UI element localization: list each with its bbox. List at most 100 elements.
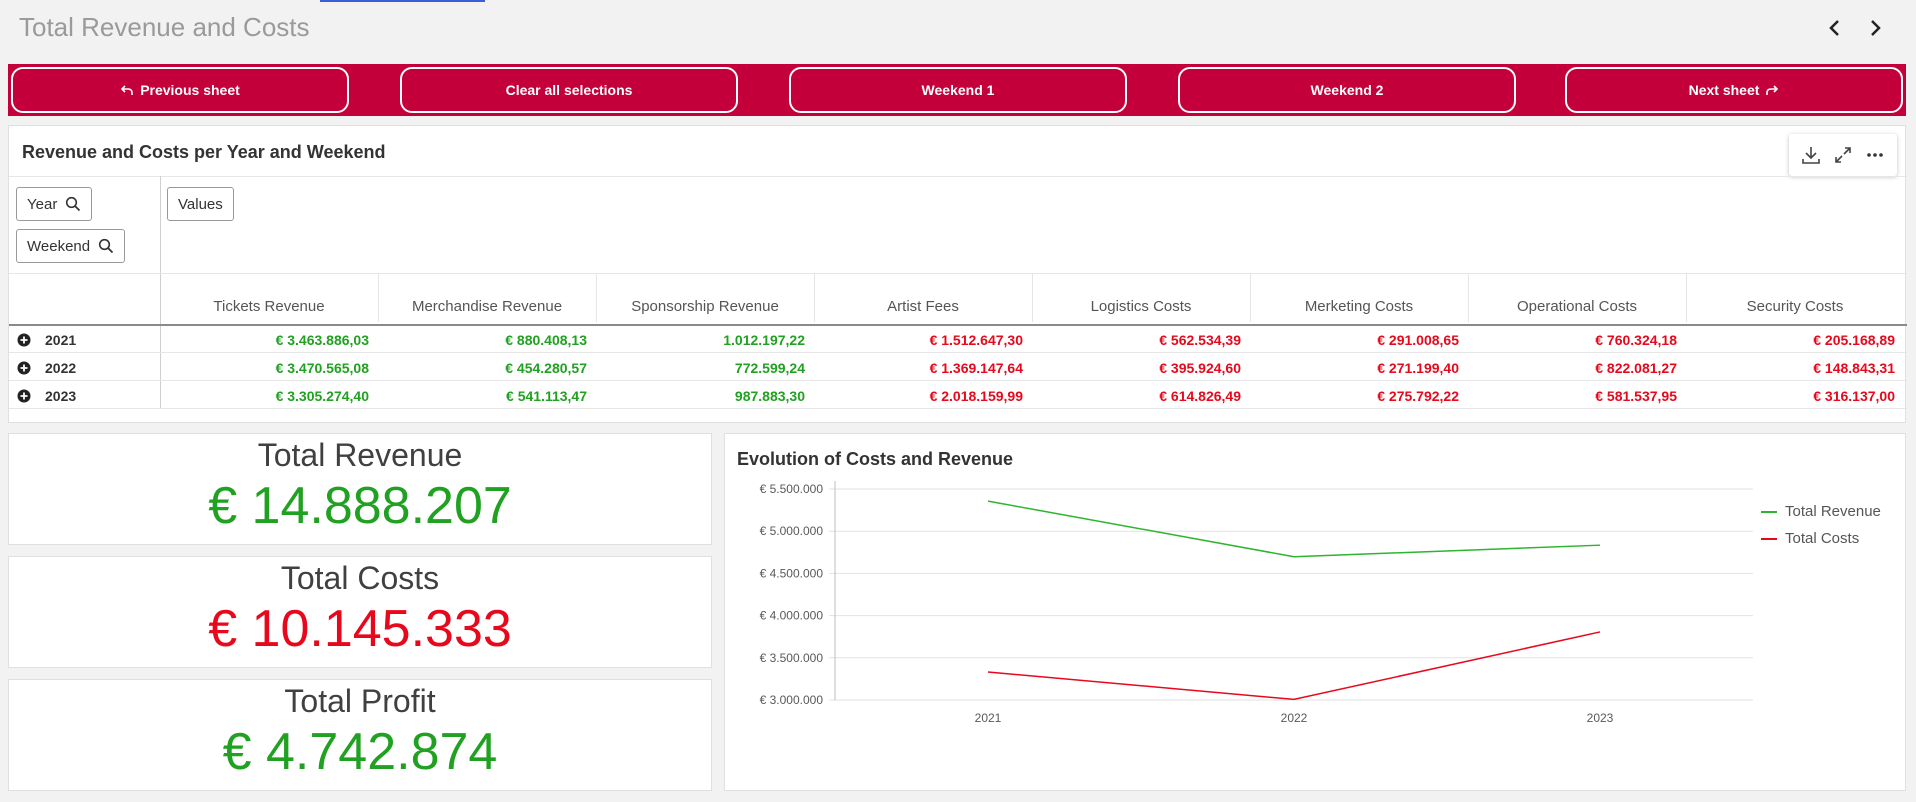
row-header-year[interactable]: 2023 [17,382,76,409]
data-point[interactable] [986,670,991,675]
legend-swatch-costs [1761,537,1777,540]
table-cell: € 275.792,22 [1377,387,1459,404]
expand-plus-icon[interactable] [17,389,31,403]
weekend-2-label: Weekend 2 [1310,82,1384,98]
table-row: 2022 € 3.470.565,08 € 454.280,57 772.599,24… [9,354,1907,381]
weekend-1-button[interactable]: Weekend 1 [789,67,1127,113]
column-separator [378,274,379,322]
values-label: Values [178,195,223,213]
weekend-1-label: Weekend 1 [921,82,995,98]
table-cell: € 2.018.159,99 [929,387,1023,404]
kpi-total-costs: Total Costs € 10.145.333 [8,556,712,668]
data-point[interactable] [1292,554,1297,559]
year-dimension-label: Year [27,195,58,213]
chart-title: Evolution of Costs and Revenue [737,449,1014,469]
kpi-label: Total Costs [280,560,440,596]
y-tick-label: € 4.500.000 [760,566,824,580]
data-point[interactable] [986,499,991,504]
column-header[interactable]: Security Costs [1746,297,1844,315]
x-tick-label: 2021 [975,711,1002,725]
table-cell: 772.599,24 [734,359,805,376]
table-cell: € 3.470.565,08 [275,359,369,376]
x-tick-label: 2023 [1587,711,1614,725]
navigation-button-bar: Previous sheet Clear all selections Week… [8,64,1906,116]
y-tick-label: € 5.000.000 [760,524,824,538]
previous-sheet-arrow-icon[interactable] [1822,14,1848,42]
download-icon[interactable] [1799,143,1823,167]
table-cell: € 3.463.886,03 [275,331,369,348]
column-header[interactable]: Operational Costs [1516,297,1638,315]
year-dimension-chip[interactable]: Year [16,187,93,221]
table-row: 2023 € 3.305.274,40 € 541.113,47 987.883,30… [9,382,1907,409]
search-icon [99,238,114,254]
column-separator [1250,274,1251,322]
table-cell: € 291.008,65 [1377,331,1459,348]
kpi-label: Total Profit [284,683,436,719]
table-cell: € 3.305.274,40 [275,387,369,404]
more-options-icon[interactable] [1863,143,1887,167]
column-header[interactable]: Merketing Costs [1304,297,1414,315]
table-cell: € 271.199,40 [1377,359,1459,376]
x-tick-label: 2022 [1281,711,1308,725]
data-point[interactable] [1598,543,1603,548]
table-cell: € 614.826,49 [1159,387,1241,404]
next-sheet-arrow-icon[interactable] [1862,14,1888,42]
column-header[interactable]: Artist Fees [887,297,959,315]
kpi-label: Total Revenue [257,437,463,473]
series-line-total-revenue[interactable] [987,500,1601,558]
table-cell: € 562.534,39 [1159,331,1241,348]
column-separator [596,274,597,322]
weekend-dimension-chip[interactable]: Weekend [16,229,126,263]
row-header-year[interactable]: 2022 [17,354,76,381]
data-point[interactable] [1292,697,1297,702]
column-header[interactable]: Logistics Costs [1090,297,1192,315]
table-cell: 1.012.197,22 [723,331,805,348]
previous-sheet-label: Previous sheet [140,82,240,98]
series-line-total-costs[interactable] [987,631,1601,701]
y-tick-label: € 3.500.000 [760,651,824,665]
row-header-year[interactable]: 2021 [17,326,76,353]
clear-all-selections-label: Clear all selections [505,82,633,98]
previous-sheet-button[interactable]: Previous sheet [11,67,349,113]
column-header[interactable]: Sponsorship Revenue [631,297,779,315]
table-cell: € 760.324,18 [1595,331,1677,348]
clear-all-selections-button[interactable]: Clear all selections [400,67,738,113]
divider [9,176,1907,177]
table-title: Revenue and Costs per Year and Weekend [22,142,386,162]
values-chip[interactable]: Values [167,187,234,221]
column-separator [814,274,815,322]
row-year-label: 2022 [45,359,77,376]
sheet-header: Total Revenue and Costs [0,0,1916,56]
kpi-total-revenue: Total Revenue € 14.888.207 [8,433,712,545]
table-cell: € 541.113,47 [506,387,587,404]
table-cell: € 822.081,27 [1595,359,1677,376]
sheet-title: Total Revenue and Costs [19,12,310,42]
legend-item-total-revenue[interactable]: Total Revenue [1761,498,1881,525]
column-header[interactable]: Merchandise Revenue [411,297,563,315]
next-sheet-button[interactable]: Next sheet [1565,67,1903,113]
column-separator [1468,274,1469,322]
legend-item-total-costs[interactable]: Total Costs [1761,525,1881,552]
table-cell: 987.883,30 [734,387,805,404]
divider [9,273,1907,274]
expand-icon[interactable] [1831,143,1855,167]
object-toolbar [1789,134,1897,176]
pivot-table-panel: Revenue and Costs per Year and Weekend Y… [8,125,1907,423]
expand-plus-icon[interactable] [17,333,31,347]
expand-plus-icon[interactable] [17,361,31,375]
kpi-value: € 4.742.874 [222,723,498,781]
search-icon [66,196,81,212]
legend-label-revenue: Total Revenue [1785,503,1881,520]
redo-arrow-icon [1766,85,1779,95]
legend-label-costs: Total Costs [1785,530,1860,547]
data-point[interactable] [1598,629,1603,634]
table-cell: € 1.512.647,30 [929,331,1023,348]
table-cell: € 205.168,89 [1813,331,1895,348]
line-chart[interactable]: € 3.000.000 € 3.500.000 € 4.000.000 € 4.500… [725,434,1907,792]
weekend-2-button[interactable]: Weekend 2 [1178,67,1516,113]
column-header[interactable]: Tickets Revenue [213,297,325,315]
table-cell: € 880.408,13 [505,331,587,348]
y-tick-label: € 3.000.000 [760,693,824,707]
table-cell: € 148.843,31 [1813,359,1895,376]
y-tick-label: € 5.500.000 [760,482,824,496]
